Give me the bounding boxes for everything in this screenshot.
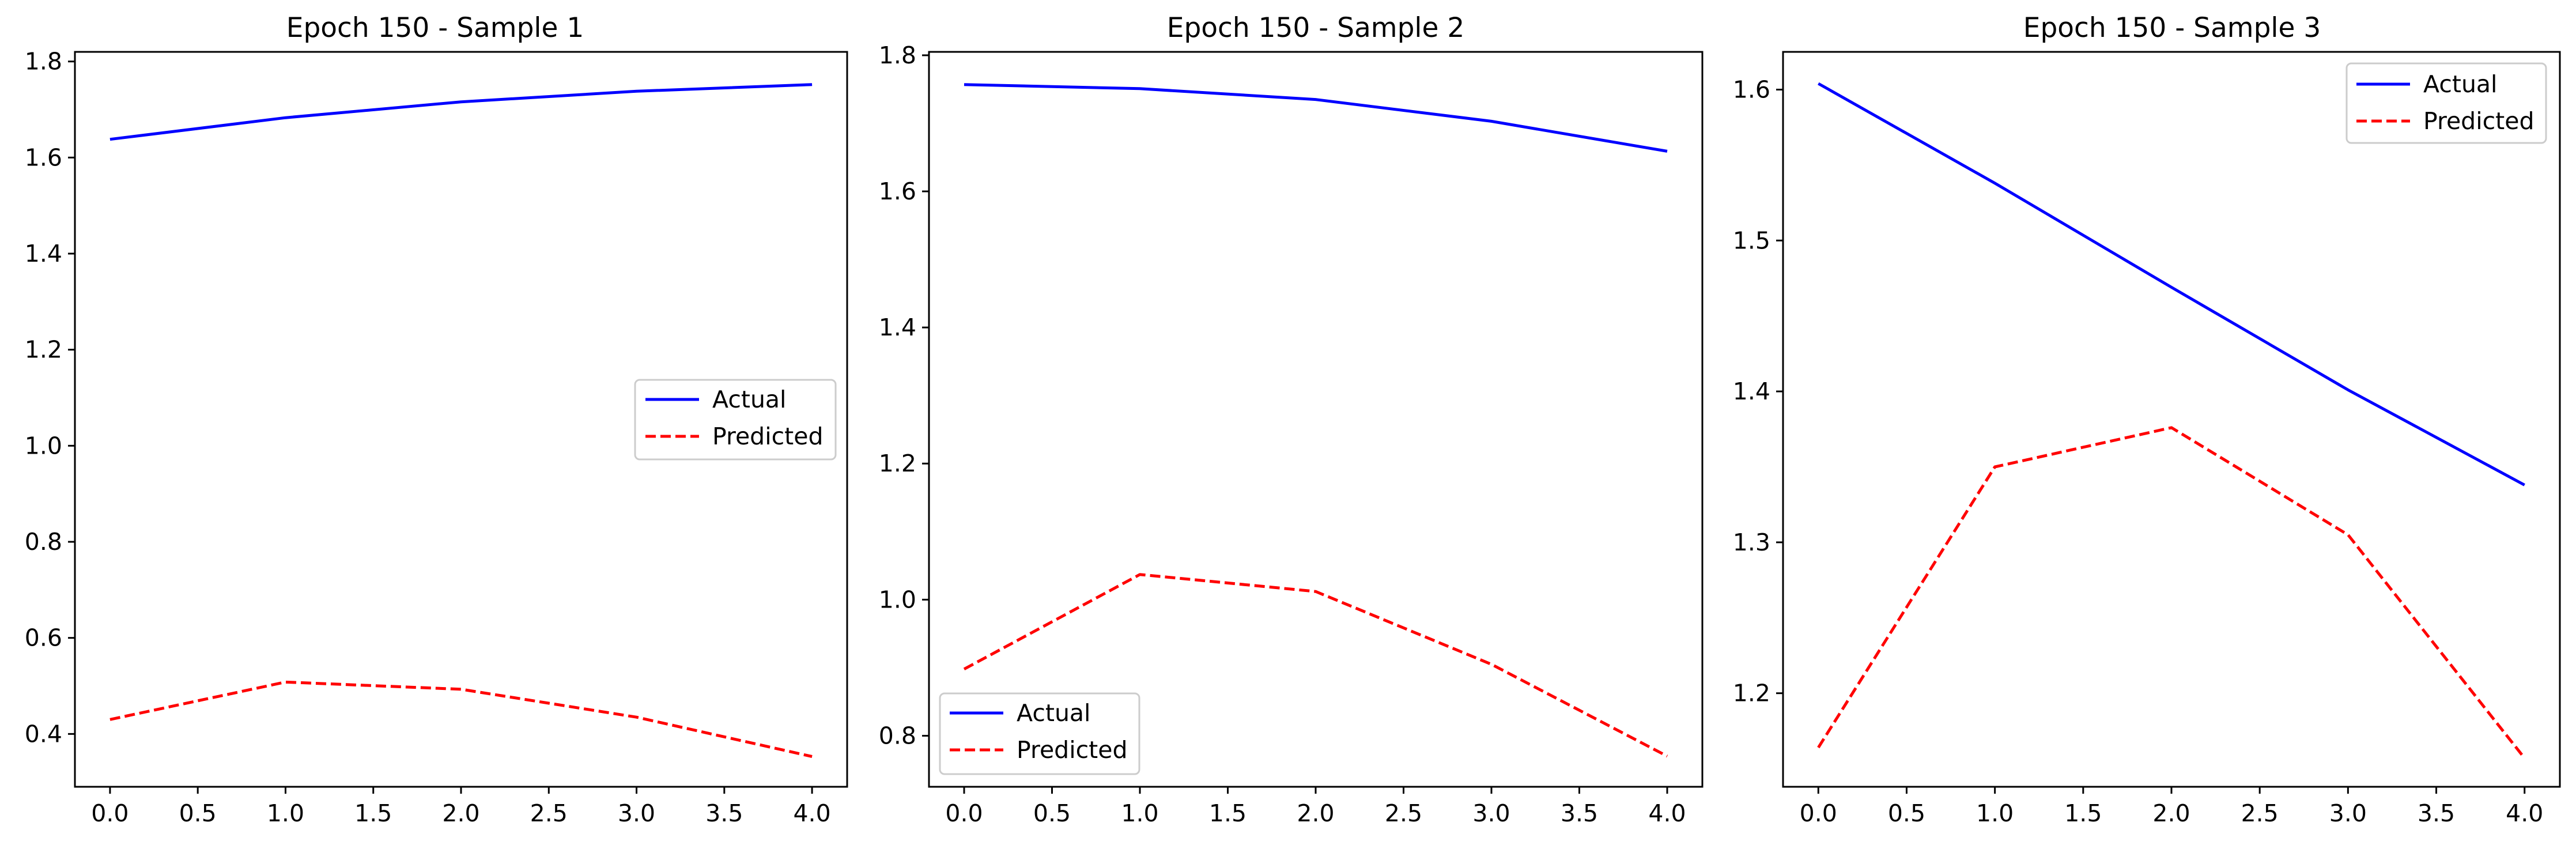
x-tick-label: 0.5 [1888, 799, 1925, 827]
x-tick-label: 3.0 [2329, 799, 2367, 827]
x-tick-label: 2.0 [1297, 799, 1334, 827]
y-tick-label: 1.2 [879, 450, 916, 477]
x-tick-label: 1.0 [1121, 799, 1158, 827]
x-tick-label: 2.5 [2241, 799, 2279, 827]
y-tick-label: 1.0 [25, 432, 62, 459]
x-tick-label: 1.5 [354, 799, 392, 827]
x-tick-label: 1.5 [2064, 799, 2102, 827]
chart-title: Epoch 150 - Sample 3 [2023, 12, 2321, 44]
y-tick-label: 1.8 [879, 42, 916, 69]
legend-label-actual: Actual [712, 386, 786, 413]
y-tick-label: 1.6 [879, 178, 916, 205]
chart-title: Epoch 150 - Sample 2 [1167, 12, 1464, 44]
legend: Actual Predicted [634, 379, 837, 461]
x-tick-label: 3.5 [1561, 799, 1598, 827]
chart-panel-2: Epoch 150 - Sample 2 Actual Predicted 0.… [879, 12, 1704, 827]
y-tick-label: 1.2 [1733, 680, 1770, 707]
series-line-predicted [109, 680, 813, 758]
legend-label-predicted: Predicted [2423, 107, 2534, 135]
series-line-actual [964, 83, 1668, 153]
legend: Actual Predicted [939, 692, 1140, 775]
y-tick-label: 0.8 [25, 528, 62, 556]
x-tick-label: 2.5 [530, 799, 568, 827]
legend: Actual Predicted [2345, 62, 2547, 144]
series-line-predicted [1817, 426, 2526, 759]
legend-label-actual: Actual [1017, 699, 1090, 727]
y-tick-label: 1.4 [1733, 378, 1770, 405]
y-tick-label: 1.5 [1733, 227, 1770, 254]
x-tick-label: 0.0 [945, 799, 983, 827]
y-tick-label: 1.6 [25, 144, 62, 171]
chart-title: Epoch 150 - Sample 1 [286, 12, 584, 44]
x-tick-label: 3.0 [1472, 799, 1510, 827]
series-line-actual [1818, 82, 2525, 486]
x-tick-label: 1.0 [267, 799, 304, 827]
x-tick-label: 2.0 [442, 799, 479, 827]
legend-label-predicted: Predicted [712, 423, 823, 450]
y-tick-label: 1.2 [25, 336, 62, 364]
x-tick-label: 0.0 [91, 799, 129, 827]
x-tick-label: 4.0 [2506, 799, 2543, 827]
y-tick-label: 1.4 [879, 314, 916, 341]
x-tick-label: 1.0 [1976, 799, 2014, 827]
chart-panel-3: Epoch 150 - Sample 3 Actual Predicted 0.… [1733, 12, 2561, 827]
x-tick-label: 0.5 [1033, 799, 1071, 827]
x-tick-label: 0.0 [1800, 799, 1837, 827]
x-tick-label: 2.5 [1385, 799, 1422, 827]
y-tick-label: 0.6 [25, 624, 62, 652]
x-tick-label: 3.5 [2418, 799, 2455, 827]
y-tick-label: 1.0 [879, 586, 916, 613]
series-line-predicted [963, 573, 1668, 758]
y-tick-label: 1.4 [25, 240, 62, 267]
chart-panel-1: Epoch 150 - Sample 1 Actual Predicted 0.… [25, 12, 848, 827]
x-tick-label: 3.5 [705, 799, 743, 827]
x-tick-label: 2.0 [2152, 799, 2190, 827]
y-tick-label: 1.3 [1733, 529, 1770, 556]
y-tick-label: 1.8 [25, 48, 62, 76]
x-tick-label: 4.0 [793, 799, 830, 827]
legend-label-predicted: Predicted [1017, 736, 1127, 764]
y-tick-label: 1.6 [1733, 76, 1770, 103]
y-tick-label: 0.8 [879, 722, 916, 749]
x-tick-label: 4.0 [1648, 799, 1686, 827]
x-tick-label: 0.5 [179, 799, 217, 827]
legend-label-actual: Actual [2423, 70, 2497, 98]
y-tick-label: 0.4 [25, 720, 62, 748]
x-tick-label: 3.0 [618, 799, 655, 827]
x-tick-label: 1.5 [1209, 799, 1247, 827]
series-line-actual [109, 83, 813, 141]
